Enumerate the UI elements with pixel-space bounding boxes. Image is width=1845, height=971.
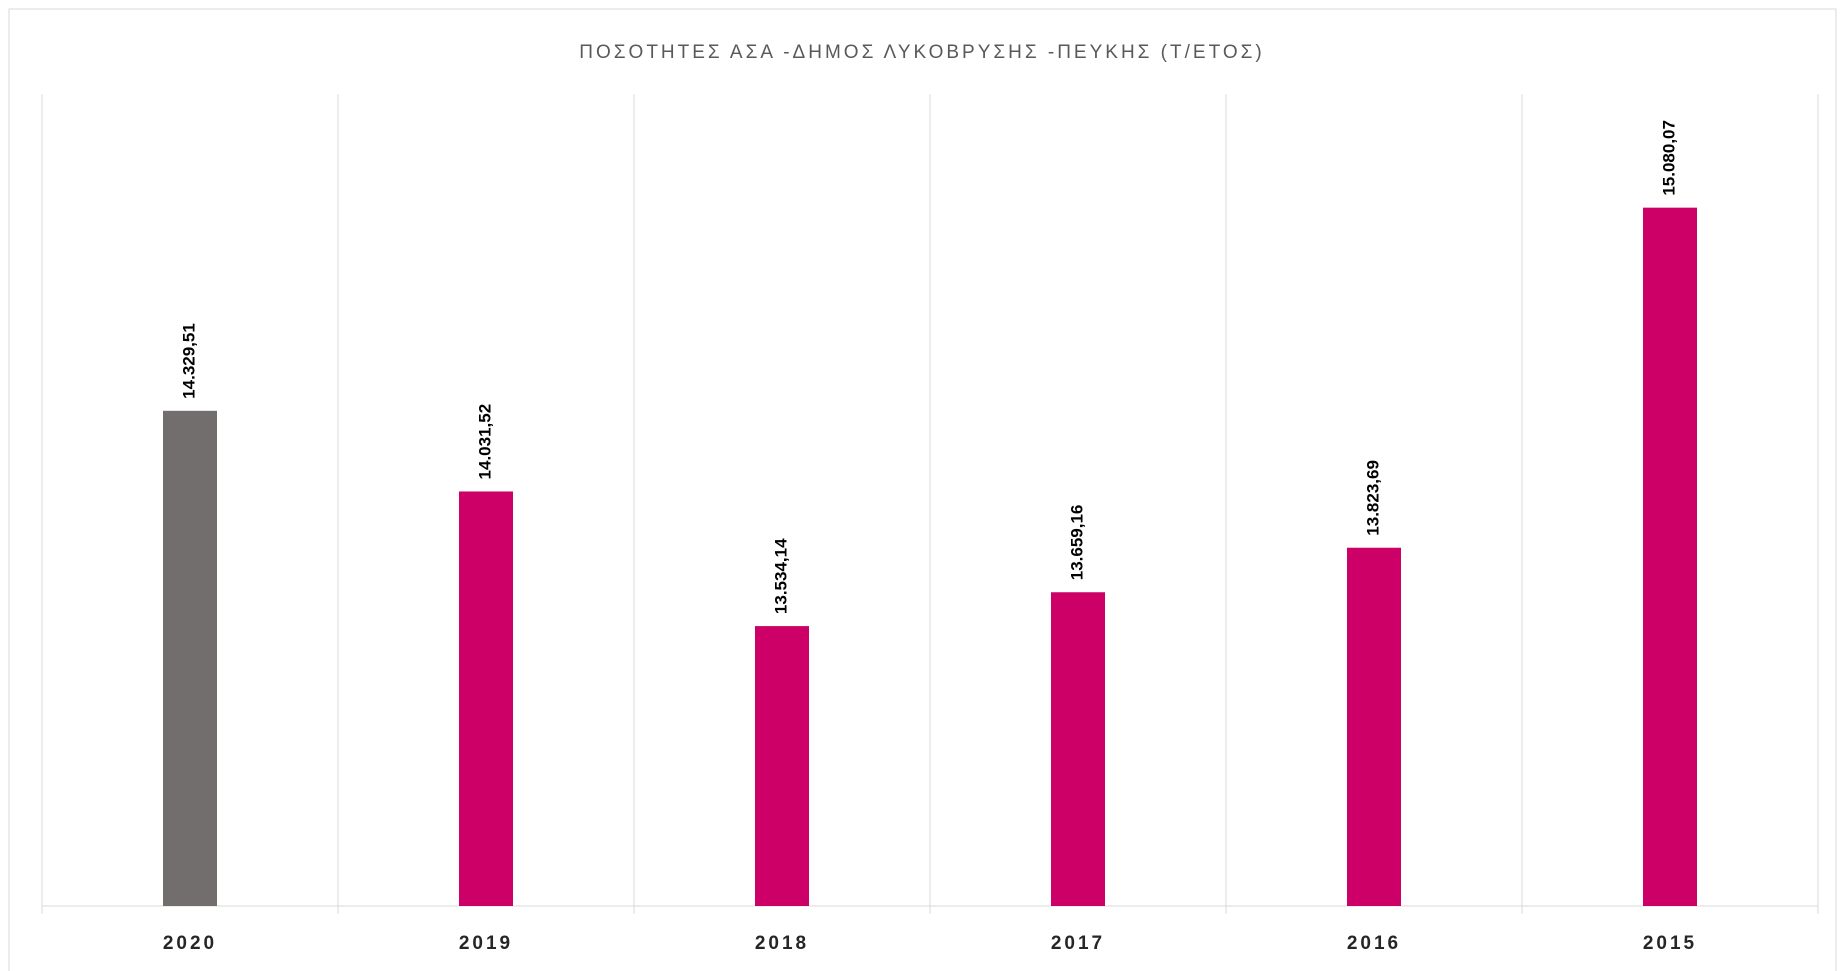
- data-label: 13.534,14: [771, 538, 790, 614]
- chart-border: [8, 8, 1837, 971]
- x-tick-label: 2017: [1051, 933, 1105, 954]
- data-label: 14.031,52: [475, 404, 494, 480]
- data-label: 13.659,16: [1067, 505, 1086, 581]
- data-label: 15.080,07: [1659, 120, 1678, 196]
- data-label: 13.823,69: [1363, 460, 1382, 536]
- x-tick-label: 2020: [163, 933, 217, 954]
- x-tick-label: 2018: [755, 933, 809, 954]
- data-label: 14.329,51: [179, 323, 198, 399]
- x-tick-label: 2019: [459, 933, 513, 954]
- x-tick-label: 2016: [1347, 933, 1401, 954]
- x-tick-label: 2015: [1643, 933, 1697, 954]
- bar: [459, 491, 513, 906]
- bar: [755, 626, 809, 906]
- bar: [1347, 547, 1401, 906]
- bar: [163, 410, 217, 906]
- chart-title: ΠΟΣΟΤΗΤΕΣ ΑΣΑ -ΔΗΜΟΣ ΛΥΚΟΒΡΥΣΗΣ -ΠΕΥΚΗΣ …: [579, 42, 1264, 63]
- bar: [1051, 592, 1105, 906]
- bar: [1643, 207, 1697, 906]
